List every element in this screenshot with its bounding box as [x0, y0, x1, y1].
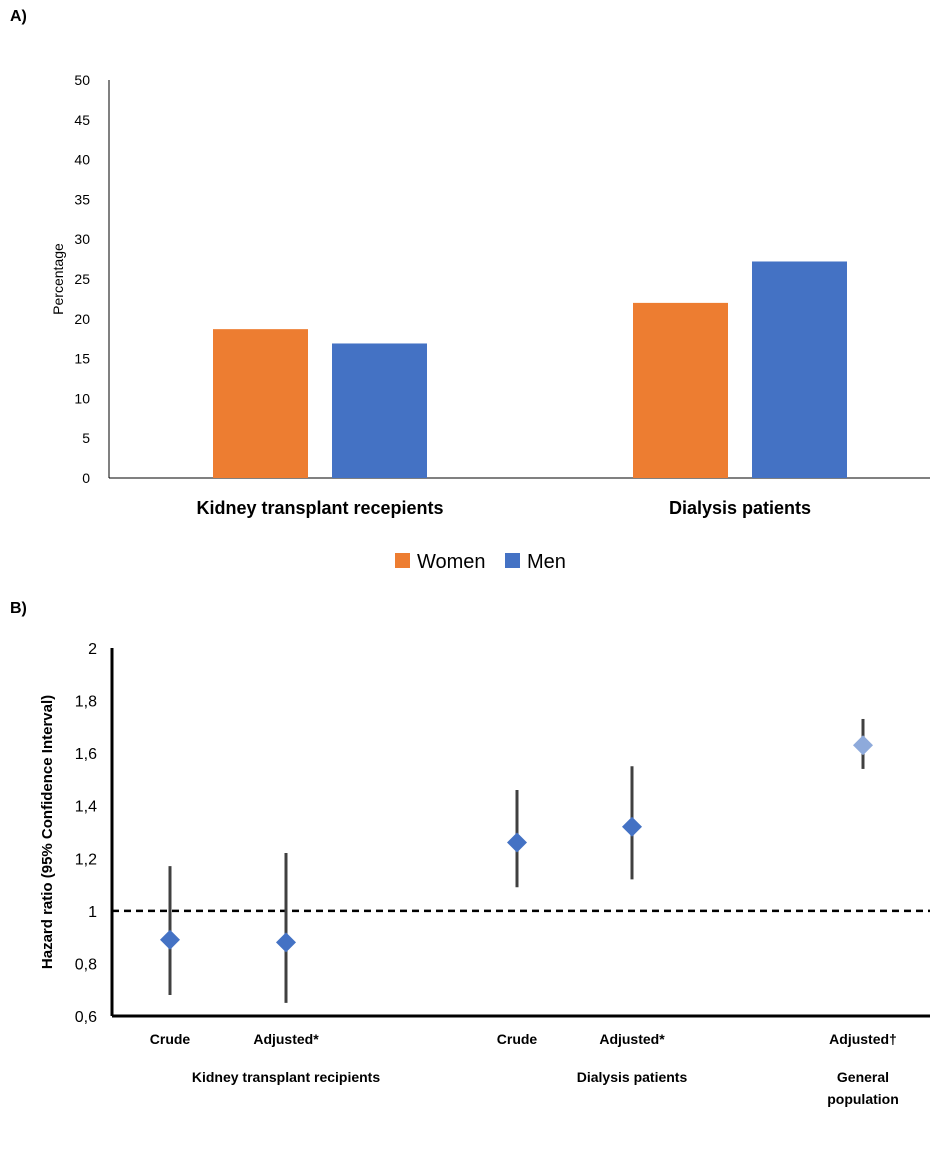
y-axis-title: Hazard ratio (95% Confidence Interval) [39, 695, 56, 969]
legend-swatch-men [505, 553, 520, 568]
x-tick-label: Crude [497, 1031, 538, 1047]
y-tick-label: 15 [74, 351, 90, 367]
group-label: Dialysis patients [577, 1069, 688, 1085]
y-tick-label: 5 [82, 430, 90, 446]
y-tick-label: 30 [74, 231, 90, 247]
y-tick-label: 1 [88, 904, 97, 921]
y-tick-label: 10 [74, 390, 90, 406]
bar-chart: 0 5 10 15 20 25 30 35 40 45 50 Percentage Kidney tra… [50, 72, 930, 573]
y-tick-label: 1,8 [75, 694, 97, 711]
y-tick-label: 45 [74, 112, 90, 128]
y-axis-title: Percentage [50, 243, 66, 315]
bar-men [332, 343, 427, 478]
x-category-label: Dialysis patients [669, 498, 811, 518]
y-tick-label: 1,4 [75, 799, 97, 816]
panel-b-label: B) [10, 600, 27, 617]
hazard-ratio-marker [853, 735, 873, 756]
bar-men [752, 261, 847, 478]
hazard-ratio-marker [622, 816, 642, 837]
y-tick-label: 0 [82, 470, 90, 486]
group-label: population [827, 1091, 899, 1107]
hazard-ratio-marker [276, 932, 296, 953]
hazard-ratio-chart-svg: 0,6 0,8 1 1,2 1,4 1,6 1,8 2 Hazard ratio (95% Co… [39, 641, 930, 1107]
y-tick-label: 0,6 [75, 1009, 97, 1026]
panel-a-label: A) [10, 8, 27, 25]
x-tick-label: Adjusted† [829, 1031, 897, 1047]
legend-label-men: Men [527, 551, 566, 573]
y-tick-label: 2 [88, 641, 97, 658]
hazard-ratio-marker [507, 832, 527, 853]
y-tick-label: 35 [74, 191, 90, 207]
y-tick-label: 20 [74, 311, 90, 327]
x-tick-label: Adjusted* [253, 1031, 319, 1047]
y-tick-label: 40 [74, 152, 90, 168]
x-tick-label: Adjusted* [599, 1031, 665, 1047]
group-label: Kidney transplant recipients [192, 1069, 380, 1085]
legend-label-women: Women [417, 551, 486, 573]
bar-women [213, 329, 308, 478]
y-tick-label: 1,6 [75, 746, 97, 763]
bar-women [633, 302, 728, 478]
hazard-ratio-marker [160, 929, 180, 950]
y-tick-label: 0,8 [75, 956, 97, 973]
y-tick-label: 25 [74, 271, 90, 287]
legend-swatch-women [395, 553, 410, 568]
hazard-ratio-chart: 0,6 0,8 1 1,2 1,4 1,6 1,8 2 Hazard ratio (95% Co… [0, 590, 939, 1171]
x-category-label: Kidney transplant recepients [196, 498, 443, 518]
bar-chart-svg: 0 5 10 15 20 25 30 35 40 45 50 Percentage Kidney tra… [50, 72, 930, 573]
y-tick-label: 1,2 [75, 851, 97, 868]
y-tick-label: 50 [74, 72, 90, 88]
group-label: General [837, 1069, 889, 1085]
x-tick-label: Crude [150, 1031, 191, 1047]
